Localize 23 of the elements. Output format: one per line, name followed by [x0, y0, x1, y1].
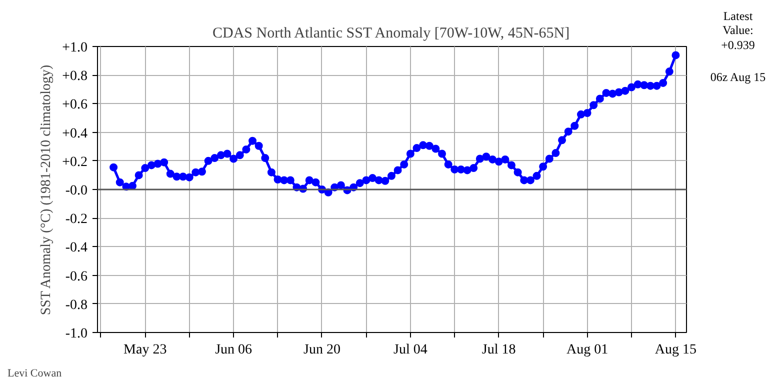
x-tick-label: Jul 18: [482, 342, 516, 358]
y-tick-label: -1.0: [65, 326, 88, 342]
y-tick-label: -0.8: [65, 298, 88, 313]
y-tick-label: +0.6: [62, 98, 88, 113]
text: Latest Value: +0.939: [720, 9, 756, 52]
x-tick-label: Aug 15: [654, 342, 697, 358]
y-axis-title: SST Anomaly (°C) (1981-2010 climatology): [39, 64, 54, 316]
y-tick-label: -0.2: [65, 212, 88, 228]
text: Levi Cowan: [8, 368, 62, 380]
y-tick-label: +0.2: [62, 154, 88, 170]
y-tick-label: +0.8: [62, 69, 88, 84]
x-tick-label: Jun 06: [215, 342, 252, 358]
x-tick-label: Jul 04: [394, 342, 428, 358]
chart-title: CDAS North Atlantic SST Anomaly [70W-10W, 45N-65N]: [212, 26, 570, 42]
text: 06z Aug 15: [710, 70, 766, 85]
y-tick-label: -0.4: [65, 240, 88, 256]
y-tick-label: -0.0: [65, 184, 88, 198]
y-tick-label: +0.4: [62, 126, 88, 142]
x-tick-label: May 23: [124, 342, 167, 358]
y-tick-label: +1.0: [62, 40, 88, 56]
x-tick-label: Aug 01: [566, 342, 608, 358]
x-tick-label: Jun 20: [304, 342, 340, 358]
y-tick-label: -0.6: [65, 269, 88, 284]
